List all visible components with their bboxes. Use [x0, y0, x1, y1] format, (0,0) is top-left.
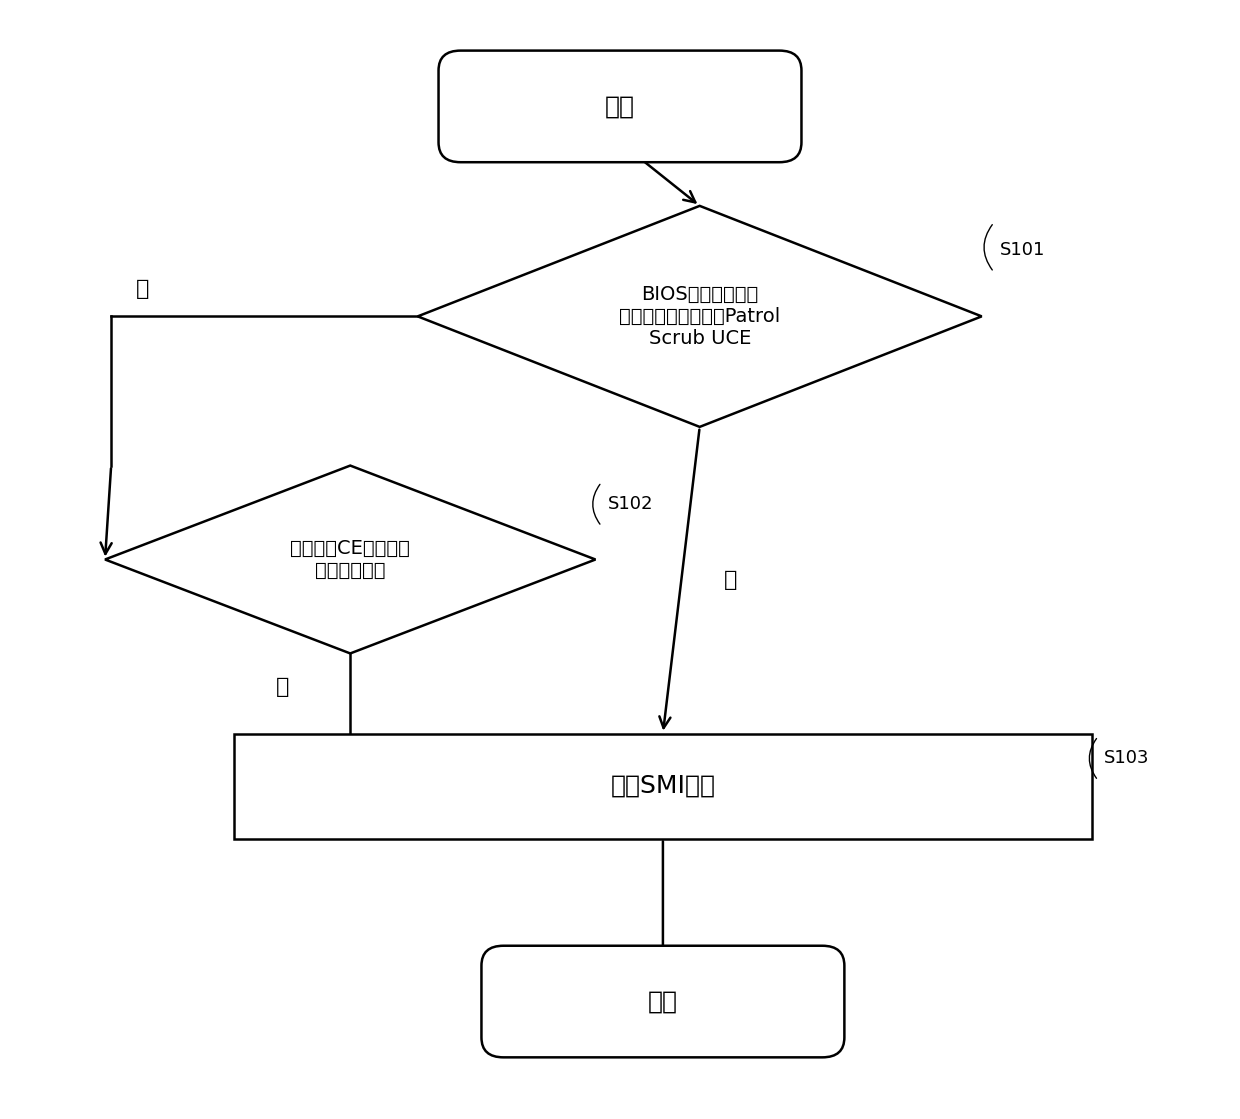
FancyBboxPatch shape — [481, 946, 844, 1057]
Text: 判断普通CE计数是否
满足漏错阈值: 判断普通CE计数是否 满足漏错阈值 — [290, 539, 410, 580]
Text: S101: S101 — [1001, 241, 1045, 260]
Text: S103: S103 — [1105, 750, 1149, 768]
Text: S102: S102 — [608, 496, 653, 514]
Text: 结束: 结束 — [649, 989, 678, 1014]
Text: 是: 是 — [724, 571, 738, 590]
Text: 是: 是 — [275, 677, 289, 697]
Text: 触发SMI中断: 触发SMI中断 — [610, 774, 715, 798]
Text: BIOS通过读取预设
寄存器判断是否发生Patrol
Scrub UCE: BIOS通过读取预设 寄存器判断是否发生Patrol Scrub UCE — [619, 285, 780, 348]
Bar — [234, 734, 1092, 838]
Text: 否: 否 — [135, 279, 149, 299]
Text: 开始: 开始 — [605, 94, 635, 119]
Polygon shape — [105, 466, 595, 653]
FancyBboxPatch shape — [439, 50, 801, 162]
Polygon shape — [418, 206, 982, 426]
